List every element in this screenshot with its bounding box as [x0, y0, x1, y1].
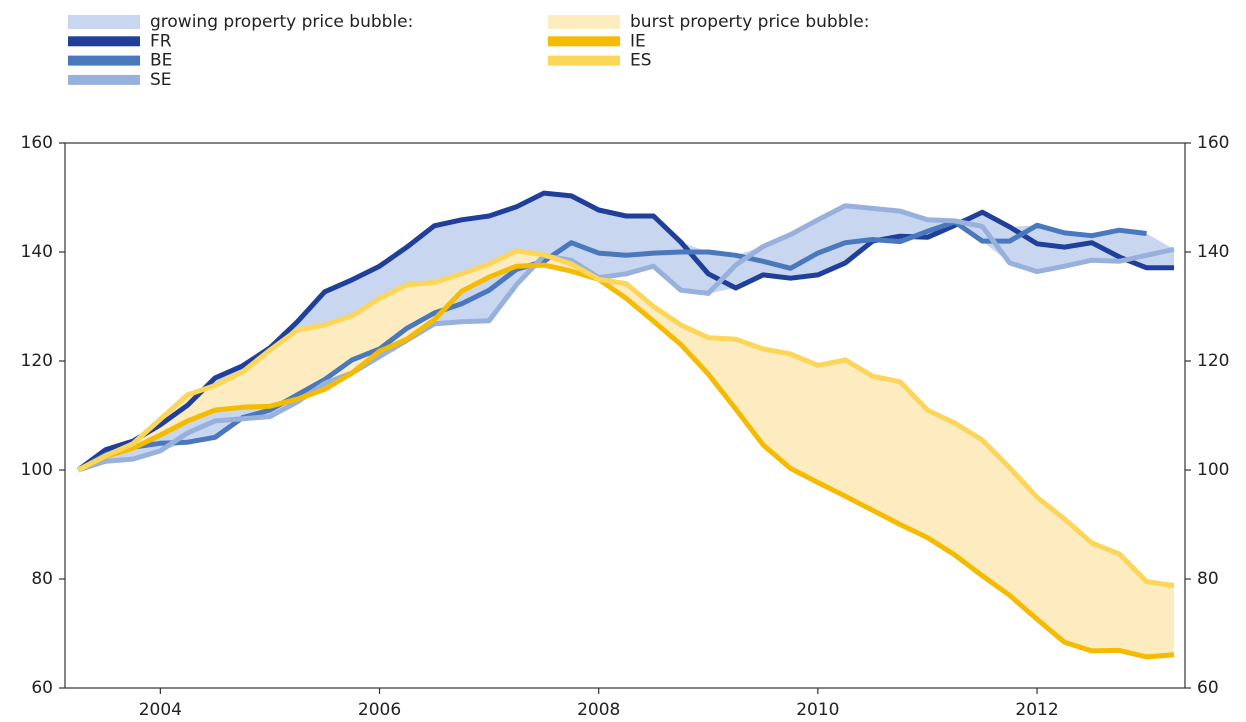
- legend-label: ES: [630, 51, 652, 71]
- series-line: [77, 203, 1175, 473]
- band-area: [78, 250, 1175, 657]
- series-line: [77, 248, 1175, 588]
- axes: 60 80 100 120 140 160 60 80 100 120 140 160 2004 2006…: [21, 133, 1230, 720]
- band-area: [78, 193, 1175, 470]
- y-tick-label: 160: [21, 133, 53, 153]
- legend-band-label: growing property price bubble:: [150, 12, 413, 32]
- legend-label: IE: [630, 31, 646, 51]
- x-tick-label: 2004: [139, 700, 182, 720]
- legend-label: SE: [150, 70, 172, 90]
- plot-frame: [64, 142, 1186, 689]
- y-tick-label: 140: [21, 242, 53, 262]
- legend-label: BE: [150, 51, 172, 71]
- y2-tick-label: 100: [1197, 460, 1229, 480]
- x-tick-label: 2012: [1015, 700, 1058, 720]
- legend-label: FR: [150, 31, 172, 51]
- legend-band-swatch: [68, 15, 140, 29]
- y2-tick-label: 140: [1197, 242, 1229, 262]
- legend-swatch: [68, 55, 140, 66]
- y2-tick-label: 120: [1197, 351, 1229, 371]
- y2-tick-label: 60: [1197, 678, 1219, 698]
- series-line: [77, 262, 1175, 660]
- legend-band-label: burst property price bubble:: [630, 12, 869, 32]
- y-tick-label: 60: [31, 678, 53, 698]
- y-tick-label: 120: [21, 351, 53, 371]
- legend-swatch: [68, 36, 140, 47]
- y-tick-label: 100: [21, 460, 53, 480]
- line-layer: [76, 190, 1175, 660]
- legend-band-swatch: [548, 15, 620, 29]
- x-tick-label: 2008: [577, 700, 620, 720]
- legend-swatch: [548, 36, 620, 47]
- legend-swatch: [548, 55, 620, 66]
- legend-swatch: [68, 74, 140, 85]
- series-line: [76, 190, 1174, 473]
- x-tick-label: 2010: [796, 700, 839, 720]
- y2-tick-label: 160: [1197, 133, 1229, 153]
- y2-tick-label: 80: [1197, 569, 1219, 589]
- y-tick-label: 80: [31, 569, 53, 589]
- x-tick-label: 2006: [358, 700, 401, 720]
- series-line: [76, 219, 1147, 473]
